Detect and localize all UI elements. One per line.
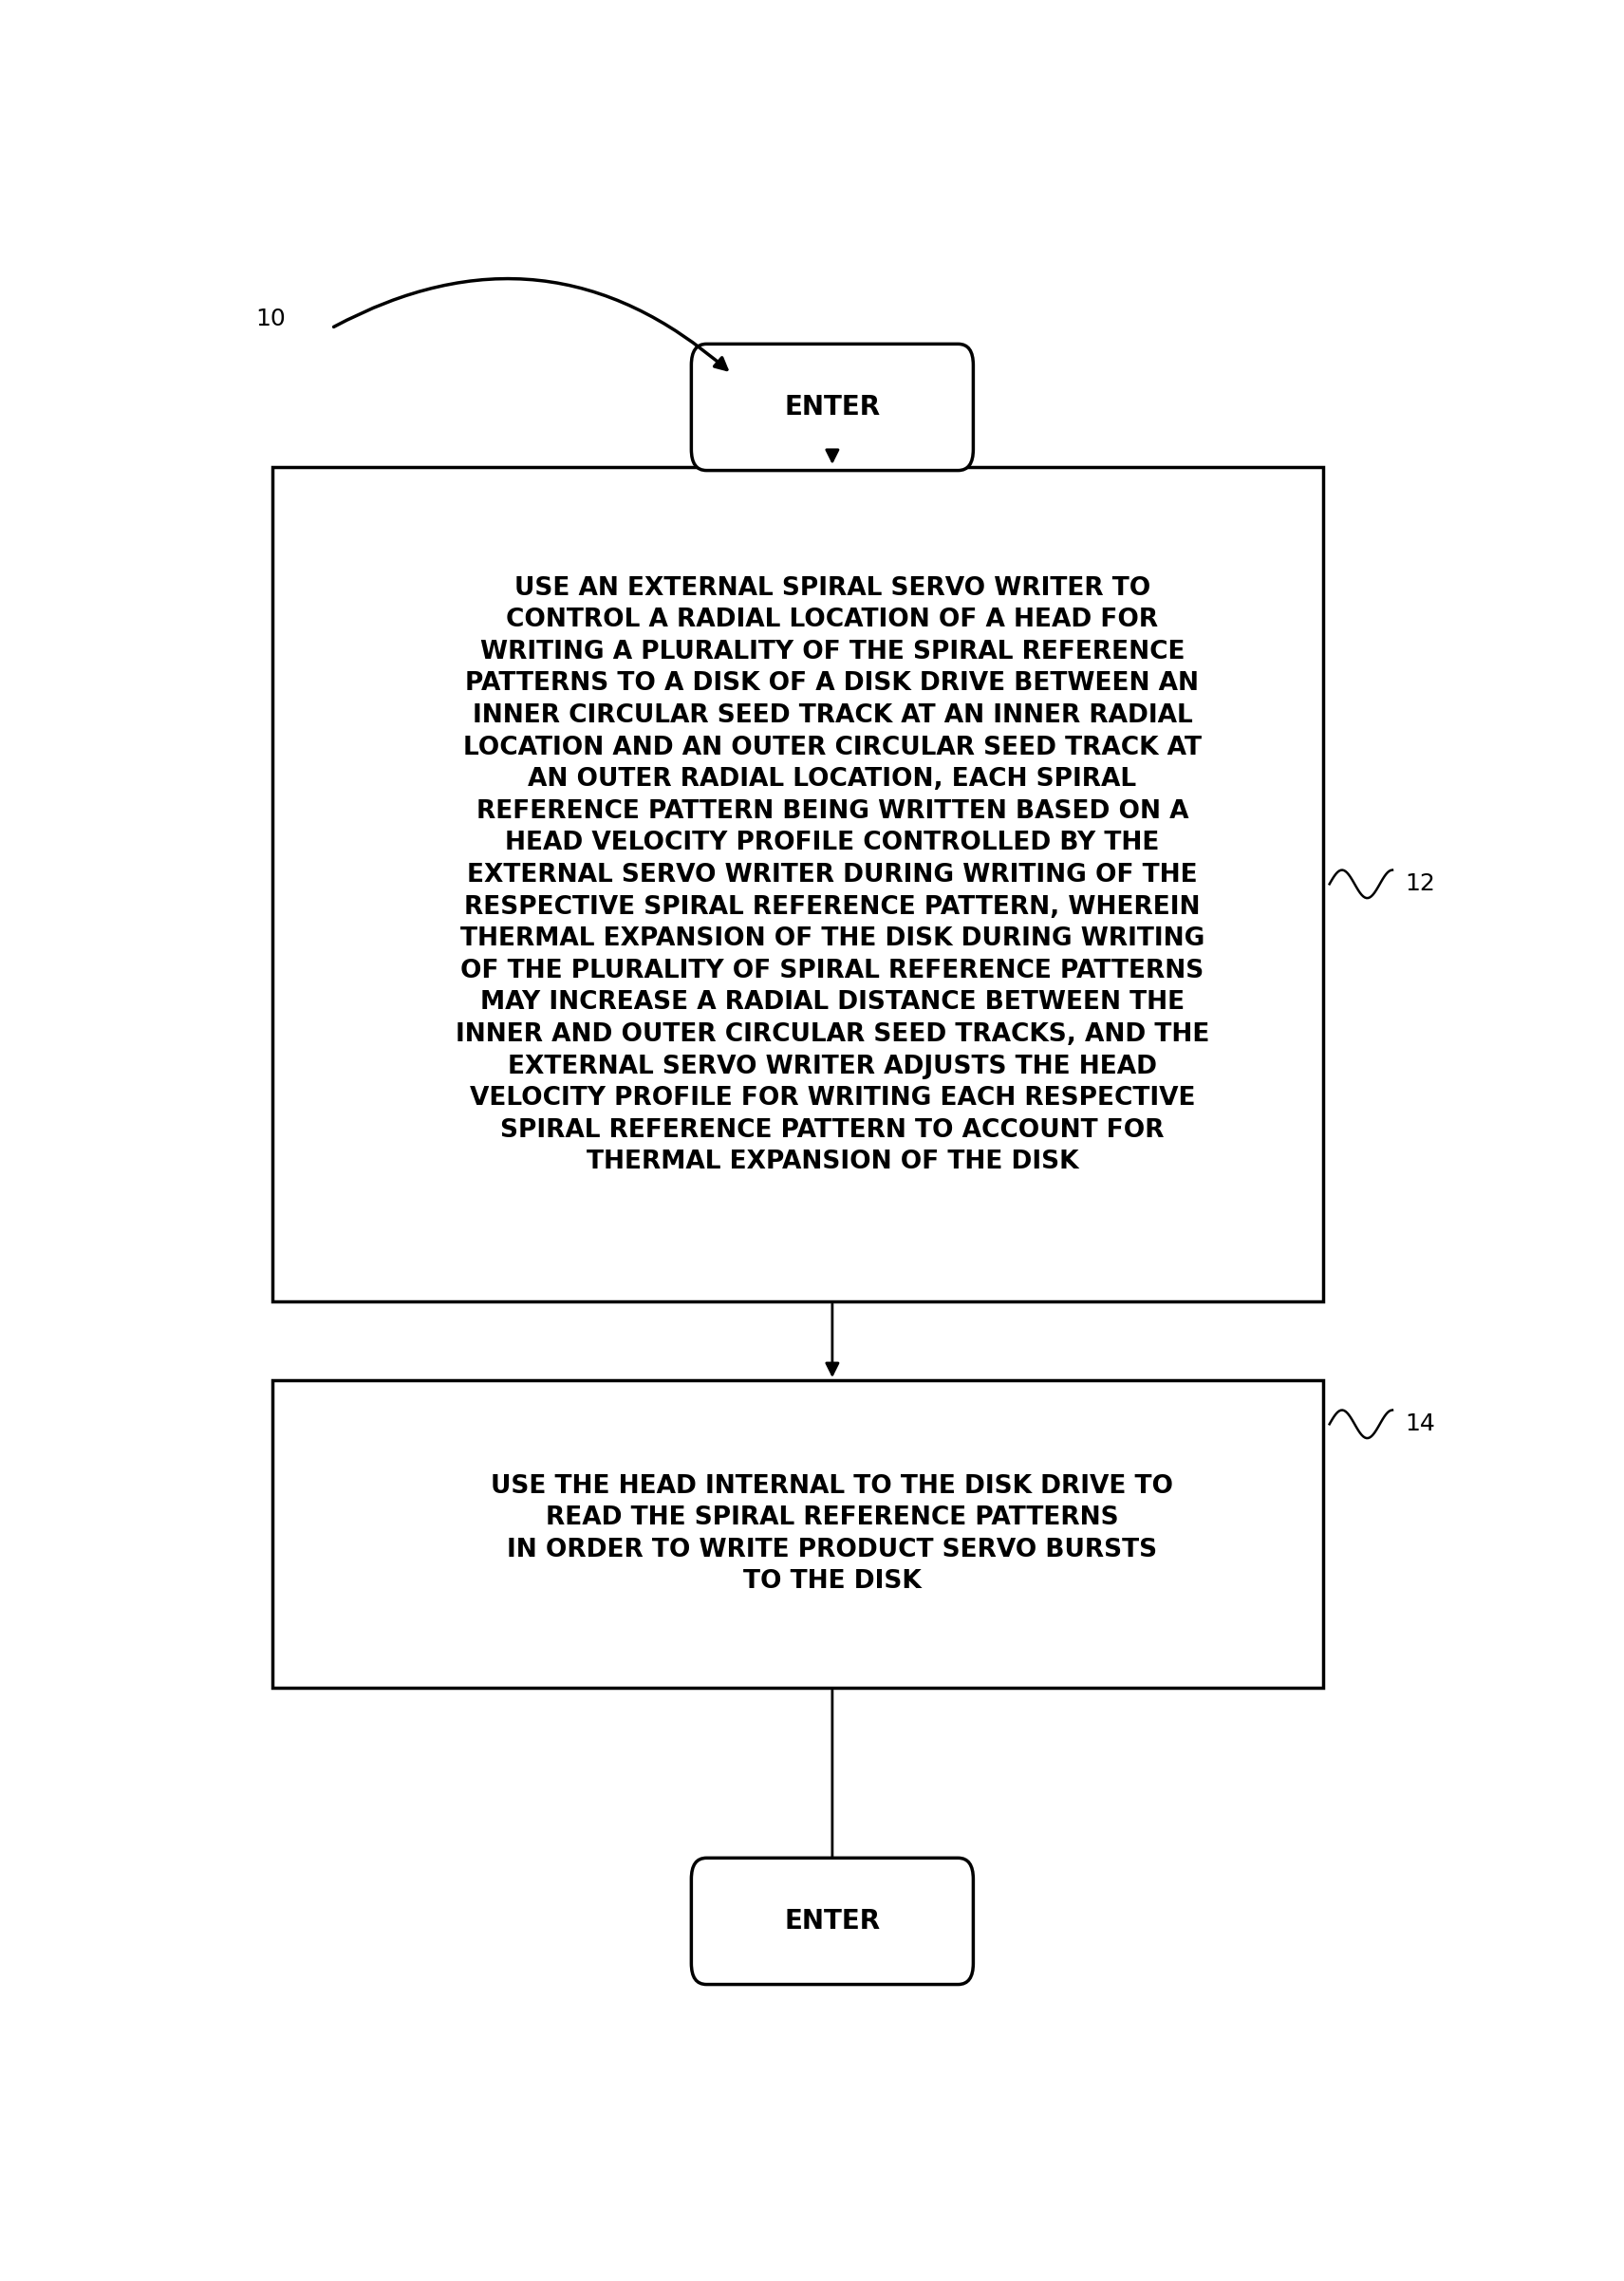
Bar (273, 468, 1324, 1300)
FancyBboxPatch shape (692, 1859, 973, 1984)
FancyBboxPatch shape (692, 344, 973, 470)
Text: 14: 14 (1405, 1412, 1436, 1435)
Bar (273, 1380, 1324, 1688)
Text: ENTER: ENTER (784, 395, 880, 420)
Text: ENTER: ENTER (784, 1907, 880, 1934)
Text: USE AN EXTERNAL SPIRAL SERVO WRITER TO
CONTROL A RADIAL LOCATION OF A HEAD FOR
W: USE AN EXTERNAL SPIRAL SERVO WRITER TO C… (455, 575, 1210, 1175)
Text: 12: 12 (1405, 874, 1436, 896)
Text: 10: 10 (257, 308, 286, 331)
Text: USE THE HEAD INTERNAL TO THE DISK DRIVE TO
READ THE SPIRAL REFERENCE PATTERNS
IN: USE THE HEAD INTERNAL TO THE DISK DRIVE … (490, 1474, 1174, 1594)
